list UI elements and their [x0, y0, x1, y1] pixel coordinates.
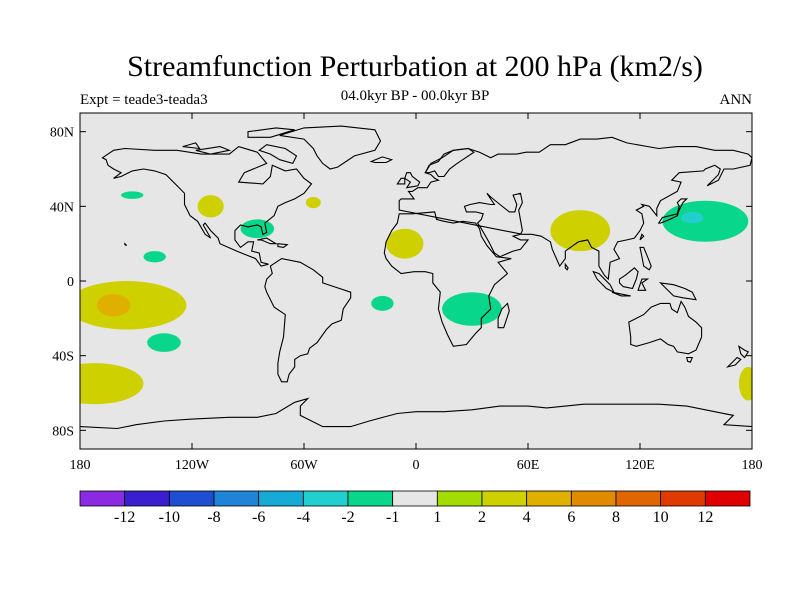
lon-tick-label: 60E [517, 458, 540, 473]
anomaly-region [121, 191, 144, 199]
coastline-banks-island [182, 142, 201, 150]
coastline-new-zealand-north [738, 345, 750, 359]
anomaly-region [96, 294, 131, 317]
coastline-hawaii [124, 242, 128, 246]
coastline-great-britain [404, 172, 421, 189]
colorbar-swatch [213, 490, 260, 507]
coastline-cuba [257, 237, 278, 245]
colorbar-swatch [704, 490, 751, 507]
coastline-greenland [279, 125, 382, 170]
colorbar-swatch [481, 490, 528, 507]
anomaly-region [386, 228, 424, 259]
experiment-label: Expt = teade3-teada3 [80, 92, 208, 108]
colorbar: -12 -10 -8 -6 -4 -2 -1 1 2 4 6 8 10 12 [79, 490, 751, 526]
colorbar-swatch [168, 490, 215, 507]
colorbar-swatch [660, 490, 706, 507]
lat-tick-label: 40N [50, 200, 74, 215]
colorbar-label: 10 [653, 509, 669, 526]
colorbar-swatch [124, 490, 170, 507]
colorbar-swatch [526, 490, 572, 507]
coastline-antarctica [80, 397, 752, 430]
coastline-japan [657, 198, 689, 224]
coastline-sulawesi [637, 278, 650, 291]
colorbar-label: -4 [297, 509, 310, 526]
anomaly-region [80, 281, 187, 330]
lon-tick-label: 120E [625, 458, 655, 473]
colorbar-label: -10 [159, 509, 180, 526]
anomaly-region [681, 211, 704, 224]
lon-tick-label: 180 [742, 458, 763, 473]
colorbar-swatch [392, 490, 438, 507]
coastline-north-america [101, 145, 313, 267]
plot-subtitle: 04.0kyr BP - 00.0kyr BP [340, 88, 490, 104]
anomaly-region [442, 292, 502, 326]
coastline-java [611, 291, 631, 297]
colorbar-label: 6 [567, 509, 575, 526]
lat-tick-label: 40S [52, 350, 74, 365]
colorbar-swatch [258, 490, 304, 507]
map-background [80, 113, 752, 449]
anomaly-region [550, 210, 611, 252]
anomaly-region [143, 251, 166, 263]
anomaly-region [147, 333, 181, 352]
coastline-ellesmere [247, 127, 295, 138]
colorbar-label: -2 [341, 509, 354, 526]
latitude-axis: 80N 40N 0 40S 80S [50, 126, 752, 439]
anomaly-region [197, 195, 224, 218]
coastline-ireland [396, 177, 406, 185]
coastline-borneo [618, 267, 639, 290]
colorbar-swatch [79, 490, 126, 507]
coastline-new-zealand-south [725, 356, 742, 368]
colorbar-label: 8 [612, 509, 620, 526]
anomaly-region [240, 219, 275, 239]
lon-tick-label: 120W [175, 458, 210, 473]
colorbar-label: -1 [386, 509, 399, 526]
lat-tick-label: 80N [50, 126, 74, 141]
coastline-south-america [264, 258, 352, 383]
coastline-new-guinea [658, 282, 697, 301]
lat-tick-label: 0 [67, 275, 74, 290]
colorbar-label: -12 [114, 509, 135, 526]
lon-tick-label: 60W [290, 458, 318, 473]
colorbar-swatch [570, 490, 617, 507]
coastline-tasmania [686, 356, 694, 363]
coastline-hispaniola [277, 243, 289, 248]
season-label: ANN [719, 92, 753, 108]
lon-tick-label: 0 [413, 458, 420, 473]
colorbar-label: -6 [252, 509, 265, 526]
anomaly-region [305, 197, 321, 209]
plot-title: Streamfunction Perturbation at 200 hPa (… [127, 50, 703, 83]
anomaly-region [662, 200, 749, 242]
colorbar-label: 2 [478, 509, 486, 526]
colorbar-label: 12 [697, 509, 713, 526]
anomaly-layer [80, 191, 752, 405]
coastline-madagascar [497, 302, 510, 329]
colorbar-label: -8 [207, 509, 220, 526]
longitude-axis: 180 120W 60W 0 60E 120E 180 [70, 113, 763, 473]
anomaly-region [80, 363, 144, 405]
colorbar-swatch [436, 490, 483, 507]
lon-tick-label: 180 [70, 458, 91, 473]
colorbar-label: 1 [433, 509, 441, 526]
colorbar-swatch [347, 490, 394, 507]
coastline-australia [628, 300, 703, 355]
coastline-baffin [258, 144, 298, 165]
coastline-philippines [639, 246, 652, 271]
coastline-layer [80, 125, 752, 430]
anomaly-region [738, 366, 752, 401]
colorbar-label: 4 [523, 509, 531, 526]
colorbar-swatch [615, 490, 662, 507]
coastline-iceland [369, 156, 394, 164]
coastline-taiwan [639, 233, 645, 241]
coastline-scandinavia [424, 147, 475, 178]
coastline-sri-lanka [564, 262, 569, 271]
anomaly-region [371, 295, 394, 311]
lat-tick-label: 80S [52, 424, 74, 439]
colorbar-swatch [302, 490, 349, 507]
coastline-victoria-island [195, 146, 232, 155]
